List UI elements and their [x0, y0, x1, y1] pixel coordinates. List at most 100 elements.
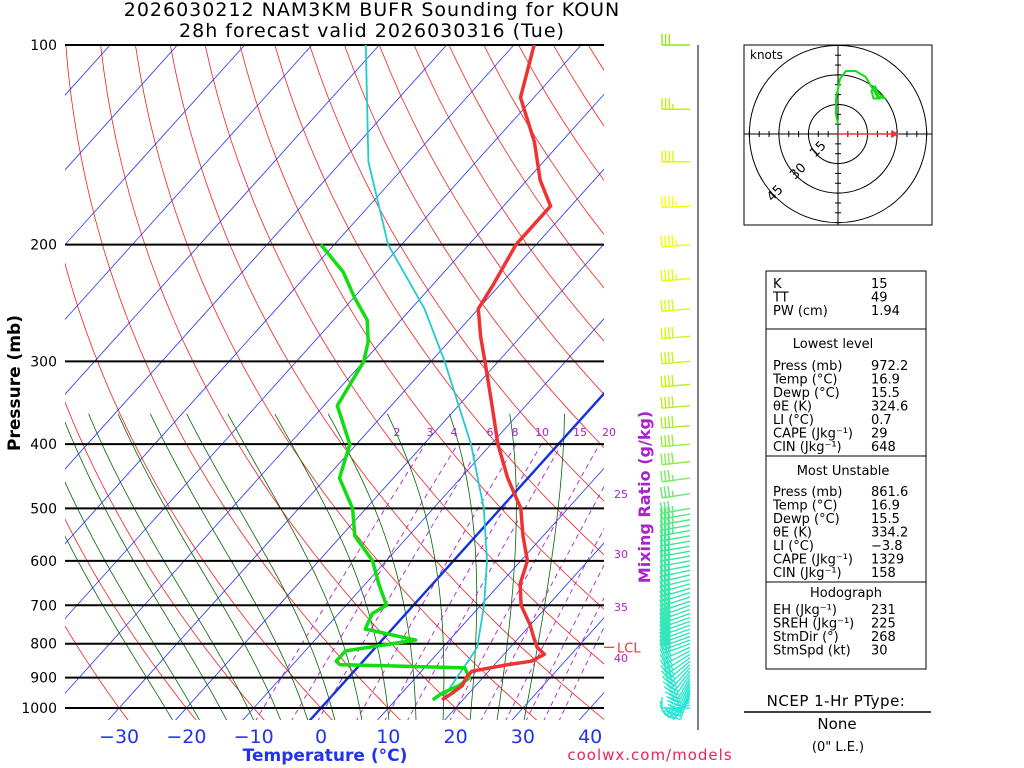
hodograph-trace — [835, 70, 886, 125]
index-label: Temp (°C) — [772, 373, 838, 388]
pressure-tick-label: 600 — [30, 554, 57, 570]
mixing-ratio-line — [255, 443, 426, 720]
index-label: StmDir (°) — [773, 630, 839, 645]
index-label: Press (mb) — [773, 485, 842, 500]
dry-adiabat-line — [65, 518, 197, 720]
isotherm-line — [444, 542, 604, 720]
pressure-tick-label: 400 — [30, 437, 57, 453]
mixing-ratio-label: 8 — [512, 426, 519, 439]
moist-adiabat-line — [65, 421, 227, 720]
dry-adiabat-line — [274, 45, 604, 556]
temperature-tick-label: −20 — [166, 726, 206, 748]
wind-barb — [659, 485, 691, 499]
wind-barb — [661, 664, 691, 685]
mixing-ratio-line — [291, 443, 459, 720]
parcel-trace — [364, 45, 488, 701]
pressure-tick-label: 500 — [30, 501, 57, 517]
temperature-trace — [441, 45, 553, 702]
mixing-ratio-line — [317, 443, 482, 720]
moist-adiabat-line — [274, 413, 390, 720]
credit-text: coolwx.com/models — [567, 746, 732, 764]
isotherm-line — [65, 45, 582, 620]
moist-adiabat-line — [65, 481, 200, 720]
hodograph-units: knots — [750, 48, 783, 62]
isotherm-line — [65, 45, 380, 395]
isotherm-line — [242, 318, 604, 720]
wind-barb — [660, 268, 691, 282]
dry-adiabat-line — [65, 262, 333, 720]
moist-adiabats — [65, 413, 565, 720]
index-value: 648 — [871, 440, 896, 455]
wind-barb — [660, 434, 691, 448]
wind-barb — [660, 326, 691, 340]
dry-adiabat-line — [135, 45, 538, 720]
wind-barb — [659, 640, 691, 654]
index-label: LI (°C) — [773, 413, 814, 428]
index-value: 49 — [871, 291, 888, 306]
moist-adiabat-line — [327, 413, 417, 720]
index-value: 1329 — [871, 553, 904, 568]
index-label: CIN (Jkg⁻¹) — [773, 440, 842, 455]
mixing-ratio-label: 30 — [614, 548, 628, 561]
mixing-ratio-line — [480, 485, 604, 720]
mixing-ratio-title: Mixing Ratio (g/kg) — [635, 411, 654, 583]
temperature-tick-label: −30 — [99, 726, 139, 748]
index-value: 861.6 — [871, 485, 908, 500]
wind-barb — [660, 452, 691, 466]
mixing-ratio-labels: 2 3 4 6 8 10 15 20 25 30 35 40 — [394, 426, 629, 665]
wind-barb — [659, 609, 691, 624]
index-value: 29 — [871, 427, 888, 442]
wind-barb — [660, 195, 691, 209]
chart-title-line1: 2026030212 NAM3KM BUFR Sounding for KOUN — [124, 0, 621, 21]
moist-adiabat-line — [186, 413, 336, 720]
moist-adiabat-line — [387, 413, 445, 720]
mixing-ratio-label: 10 — [535, 426, 549, 439]
isotherm-line — [65, 45, 515, 545]
temperature-tick-label: 0 — [315, 726, 327, 748]
ptype-value: None — [817, 715, 856, 733]
mixing-ratio-line — [384, 443, 542, 720]
index-value: 225 — [871, 617, 896, 632]
lcl-label: LCL — [617, 641, 641, 656]
dry-adiabat-line — [65, 45, 401, 720]
index-value: 15 — [871, 277, 888, 292]
index-value: 972.2 — [871, 359, 908, 374]
temperature-tick-label: 10 — [376, 726, 400, 748]
wind-barb — [659, 636, 691, 651]
wind-barb — [659, 650, 691, 665]
pressure-tick-label: 100 — [30, 38, 57, 54]
isotherm-line — [376, 467, 604, 720]
wind-barb — [659, 617, 691, 632]
dry-adiabat-line — [100, 45, 470, 720]
index-label: TT — [772, 291, 789, 306]
pressure-tick-label: 700 — [30, 598, 57, 614]
index-label: PW (cm) — [773, 304, 828, 319]
ptype-panel: NCEP 1-Hr PType: None (0" L.E.) — [744, 692, 931, 755]
moist-adiabat-line — [523, 413, 565, 720]
temperature-tick-label: −10 — [234, 726, 274, 748]
index-value: 231 — [871, 603, 896, 618]
index-label: θE (K) — [773, 526, 812, 541]
pressure-tick-label: 900 — [30, 671, 57, 687]
wind-barb — [659, 629, 691, 643]
sounding-traces — [319, 45, 553, 702]
mixing-ratio-line — [449, 443, 600, 720]
dry-adiabat-line — [344, 45, 604, 449]
mixing-ratio-label: 4 — [451, 426, 458, 439]
mixing-ratio-line — [407, 443, 563, 720]
dry-adiabat-line — [239, 45, 604, 610]
mixing-ratio-label: 25 — [614, 488, 628, 501]
mixing-ratio-line — [525, 564, 604, 720]
wind-barb — [659, 501, 691, 514]
index-label: LI (°C) — [773, 539, 814, 554]
wind-barb — [659, 625, 691, 640]
dry-adiabat-line — [65, 401, 265, 720]
index-label: K — [773, 277, 782, 292]
isotherm-line — [65, 45, 178, 171]
dry-adiabat-line — [378, 45, 604, 395]
index-value: 324.6 — [871, 400, 908, 415]
mixing-ratio-label: 6 — [487, 426, 494, 439]
wind-barb — [660, 299, 691, 312]
